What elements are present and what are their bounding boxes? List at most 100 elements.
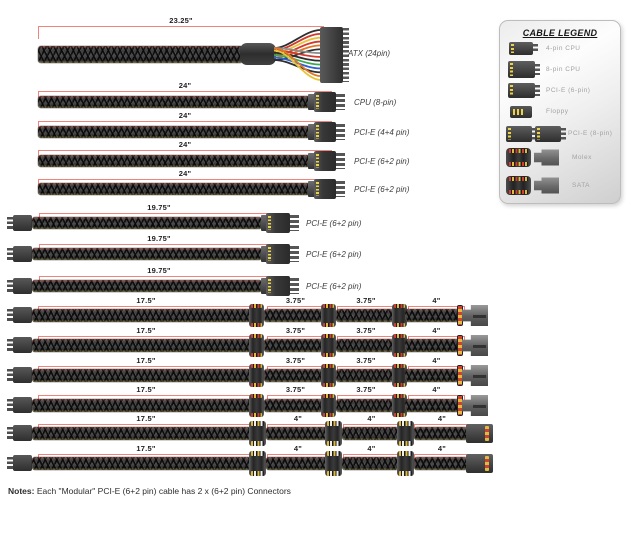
connector-collar [308, 153, 315, 169]
molex-end-connector [466, 454, 493, 473]
psu-side-connector [7, 215, 32, 231]
pin-strip [458, 306, 462, 325]
connector-collar [308, 124, 315, 140]
dimension-label: 23.25" [169, 16, 193, 25]
dimension-label: 19.75" [147, 266, 171, 275]
note-text: Each "Modular" PCI-E (6+2 pin) cable has… [34, 486, 291, 496]
cable-sleeve [342, 427, 399, 440]
connector-collar [261, 278, 267, 294]
cable-sleeve [414, 427, 468, 440]
note-label: Notes: [8, 486, 35, 496]
sata-end-connector [462, 365, 488, 386]
cable-sleeve [266, 457, 327, 470]
sata-end-connector [462, 305, 488, 326]
dimension-label: 24" [178, 140, 192, 149]
dimension-label: 4" [432, 385, 441, 394]
pin-strip [458, 396, 462, 415]
dimension-label: 17.5" [136, 296, 156, 305]
cable-sleeve [32, 427, 251, 440]
inline-molex-connector [397, 451, 414, 476]
cable-sleeve [264, 309, 323, 322]
legend-item-8-pin-cpu: 8-pin CPU [500, 21, 620, 203]
dimension-label: 4" [293, 414, 303, 423]
dimension-label: 4" [367, 414, 376, 423]
dimension-label: 19.75" [147, 234, 171, 243]
inline-sata-connector [249, 364, 264, 387]
inline-sata-connector [392, 304, 407, 327]
dimension-label: 17.5" [136, 356, 156, 365]
legend-item-pci-e-8-pin-: PCI-E (8-pin) [500, 21, 620, 203]
dimension-label: 4" [293, 444, 303, 453]
cable-sleeve [32, 399, 251, 412]
dimension-label: 17.5" [136, 326, 156, 335]
cable-name-label: CPU (8-pin) [354, 98, 397, 107]
connector-collar [261, 215, 267, 231]
connector-collar [308, 181, 315, 197]
pin-strip [458, 336, 462, 355]
psu-side-connector [7, 307, 32, 323]
inline-sata-connector [321, 394, 336, 417]
connector-collar [261, 246, 267, 262]
dimension-label: 3.75" [356, 385, 376, 394]
inline-molex-connector [249, 451, 266, 476]
dimension-label: 3.75" [356, 356, 376, 365]
cable-legend: CABLE LEGEND 4-pin CPU 8-pin CPU PCI-E (6-… [499, 20, 621, 204]
cable-sleeve [264, 369, 323, 382]
cable-sleeve [38, 96, 310, 108]
cable-sleeve [32, 369, 251, 382]
cable-name-label: PCI-E (6+2 pin) [306, 250, 362, 259]
cable-sleeve [414, 457, 468, 470]
sata-end-connector [462, 335, 488, 356]
dimension-label: 4" [432, 356, 441, 365]
dimension-label: 4" [432, 326, 441, 335]
legend-item-label: SATA [572, 182, 591, 189]
cable-name-label: PCI-E (4+4 pin) [354, 128, 410, 137]
cable-sleeve [38, 183, 310, 195]
cable-sleeve [405, 339, 460, 352]
pcie-8pin-connector-icon-a [506, 126, 537, 142]
dimension-label: 17.5" [136, 414, 156, 423]
inline-sata-connector [249, 304, 264, 327]
device-8pin-connector [266, 213, 299, 233]
pin-strip [458, 366, 462, 385]
dimension-label: 24" [178, 169, 192, 178]
legend-item-label: 4-pin CPU [546, 45, 581, 52]
cable-sleeve [405, 369, 460, 382]
inline-sata-connector [392, 394, 407, 417]
dimension-label: 3.75" [285, 326, 306, 335]
dimension-label: 24" [178, 111, 192, 120]
psu-side-connector [7, 367, 32, 383]
dimension-label: 3.75" [285, 356, 306, 365]
dimension-label: 3.75" [285, 296, 306, 305]
inline-sata-connector [392, 364, 407, 387]
cable-sleeve [336, 399, 394, 412]
cable-name-label: PCI-E (6+2 pin) [354, 185, 410, 194]
cable-sleeve [342, 457, 399, 470]
cable-sleeve [32, 457, 251, 470]
inline-molex-connector [249, 421, 266, 446]
legend-item-4-pin-cpu: 4-pin CPU [500, 21, 620, 203]
cable-name-label: PCI-E (6+2 pin) [306, 282, 362, 291]
legend-item-pci-e-6-pin-: PCI-E (6-pin) [500, 21, 620, 203]
dimension-label: 4" [437, 414, 447, 423]
cable-sleeve [336, 309, 394, 322]
cable-sleeve [32, 248, 262, 260]
cable-name-label: PCI-E (6+2 pin) [354, 157, 410, 166]
dimension-label: 4" [437, 444, 447, 453]
sata-end-connector [462, 395, 488, 416]
inline-molex-connector [397, 421, 414, 446]
inline-sata-connector [249, 394, 264, 417]
dimension-label: 4" [367, 444, 376, 453]
cable-sleeve [32, 280, 262, 292]
